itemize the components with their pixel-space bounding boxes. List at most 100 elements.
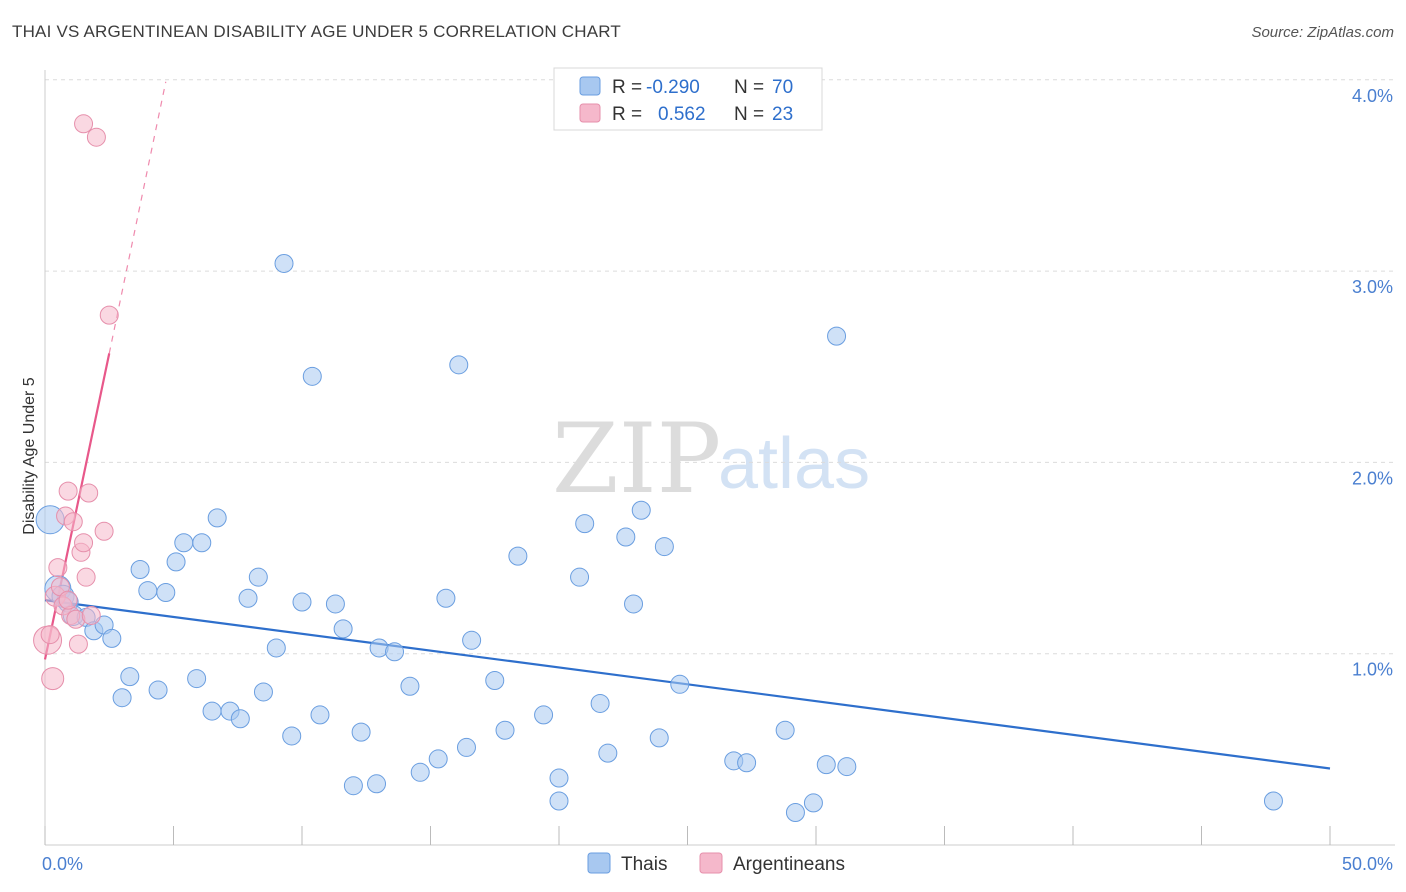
watermark-zip: ZIP xyxy=(552,403,721,515)
chart-title: THAI VS ARGENTINEAN DISABILITY AGE UNDER… xyxy=(12,22,622,41)
point-argentineans xyxy=(40,625,60,645)
stats-swatch-thais xyxy=(579,76,601,96)
point-thais xyxy=(274,253,294,273)
point-thais xyxy=(266,638,286,658)
point-argentineans xyxy=(74,533,94,553)
point-thais xyxy=(590,693,610,713)
stats-box: R = -0.290 N = 70 R = 0.562 N = 23 xyxy=(553,67,823,131)
point-thais xyxy=(410,762,430,782)
point-thais xyxy=(166,552,186,572)
point-thais xyxy=(400,676,420,696)
point-argentineans xyxy=(94,521,114,541)
y-tick-label: 2.0% xyxy=(1352,468,1393,488)
point-argentineans xyxy=(58,590,78,610)
stats-r-label-thais: R = xyxy=(612,77,642,98)
point-thais xyxy=(1263,791,1283,811)
point-thais xyxy=(343,776,363,796)
stats-n-value-argentineans: 23 xyxy=(772,104,793,125)
point-thais xyxy=(508,546,528,566)
point-thais xyxy=(649,728,669,748)
point-argentineans xyxy=(41,667,65,691)
point-thais xyxy=(187,669,207,689)
point-thais xyxy=(120,667,140,687)
legend-swatch-thais xyxy=(587,852,611,874)
point-thais xyxy=(325,594,345,614)
legend: Thais Argentineans xyxy=(587,852,845,875)
point-thais xyxy=(737,753,757,773)
point-thais xyxy=(302,366,322,386)
stats-r-label-argentineans: R = xyxy=(612,104,642,125)
point-thais xyxy=(775,720,795,740)
point-thais xyxy=(230,709,250,729)
point-thais xyxy=(624,594,644,614)
point-thais xyxy=(238,588,258,608)
legend-label-thais: Thais xyxy=(621,854,667,875)
point-thais xyxy=(837,757,857,777)
point-thais xyxy=(333,619,353,639)
point-thais xyxy=(385,642,405,662)
point-argentineans xyxy=(81,605,101,625)
watermark-atlas: atlas xyxy=(718,424,870,504)
point-thais xyxy=(570,567,590,587)
point-argentineans xyxy=(63,512,83,532)
x-tick-labels: 0.0% 50.0% xyxy=(42,854,1393,874)
point-thais xyxy=(202,701,222,721)
y-tick-label: 1.0% xyxy=(1352,660,1393,680)
y-tick-labels: 1.0% 2.0% 3.0% 4.0% xyxy=(1352,86,1393,680)
point-thais xyxy=(428,749,448,769)
point-thais xyxy=(156,582,176,602)
x-tick-label-max: 50.0% xyxy=(1342,854,1393,874)
point-thais xyxy=(616,527,636,547)
scatter-points xyxy=(33,114,1283,822)
stats-n-label-thais: N = xyxy=(734,77,764,98)
point-thais xyxy=(803,793,823,813)
stats-swatch-argentineans xyxy=(579,103,601,123)
point-thais xyxy=(351,722,371,742)
point-thais xyxy=(112,688,132,708)
point-argentineans xyxy=(76,567,96,587)
stats-r-value-argentineans: 0.562 xyxy=(658,104,706,125)
point-argentineans xyxy=(58,481,78,501)
point-thais xyxy=(670,674,690,694)
point-thais xyxy=(192,533,212,553)
point-thais xyxy=(148,680,168,700)
point-thais xyxy=(436,588,456,608)
axes xyxy=(44,70,1395,846)
stats-r-value-thais: -0.290 xyxy=(646,77,700,98)
point-thais xyxy=(130,560,150,580)
point-thais xyxy=(631,500,651,520)
point-argentineans xyxy=(68,634,88,654)
y-axis-label: Disability Age Under 5 xyxy=(21,377,38,535)
legend-swatch-argentineans xyxy=(699,852,723,874)
point-thais xyxy=(292,592,312,612)
point-thais xyxy=(816,755,836,775)
gridlines xyxy=(45,79,1395,655)
stats-n-value-thais: 70 xyxy=(772,77,793,98)
y-tick-label: 4.0% xyxy=(1352,86,1393,106)
point-thais xyxy=(462,630,482,650)
stats-n-label-argentineans: N = xyxy=(734,104,764,125)
point-thais xyxy=(575,514,595,534)
point-argentineans xyxy=(48,558,68,578)
trend-line-argentineans-extension xyxy=(108,81,167,354)
point-thais xyxy=(253,682,273,702)
point-thais xyxy=(102,628,122,648)
x-tick-label-min: 0.0% xyxy=(42,854,83,874)
y-tick-label: 3.0% xyxy=(1352,277,1393,297)
point-thais xyxy=(310,705,330,725)
point-thais xyxy=(282,726,302,746)
point-argentineans xyxy=(79,483,99,503)
point-thais xyxy=(174,533,194,553)
point-thais xyxy=(485,670,505,690)
point-thais xyxy=(207,508,227,528)
point-thais xyxy=(138,581,158,601)
point-thais xyxy=(549,791,569,811)
point-thais xyxy=(449,355,469,375)
point-thais xyxy=(456,737,476,757)
point-thais xyxy=(827,326,847,346)
point-argentineans xyxy=(86,127,106,147)
point-thais xyxy=(248,567,268,587)
point-thais xyxy=(654,537,674,557)
point-thais xyxy=(534,705,554,725)
